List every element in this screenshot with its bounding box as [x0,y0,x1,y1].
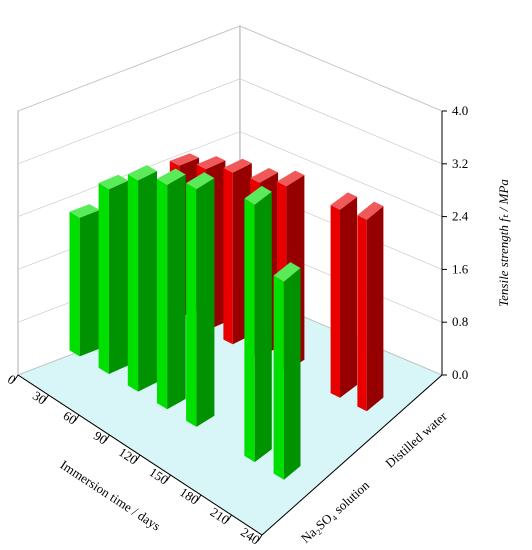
bar-front [98,183,109,374]
bar-front [223,167,233,345]
x-tick [44,394,49,402]
bar-top [223,158,252,173]
bar [330,192,358,398]
bar-front [157,178,168,410]
x-tick-label: 0 [5,371,19,387]
bar-top [250,168,279,183]
bar-top [357,201,384,220]
bar [186,172,215,427]
grid-line [17,78,443,165]
bar [273,262,301,480]
x-tick [105,434,110,442]
grid-line [17,131,443,217]
bar-top [98,174,129,190]
bar-side [366,206,384,412]
x-tick [257,534,263,542]
x-tick [166,474,171,482]
bar-front [244,198,255,463]
bar-top [196,156,226,170]
bar-front [127,174,139,392]
bar-top [186,172,215,190]
bar-side [108,180,129,374]
bar-top [169,153,200,166]
x-tick [227,514,232,522]
bar-top [127,165,157,181]
y-tick-label: 1.6 [452,261,469,276]
x-tick [135,454,141,462]
bar [127,165,157,392]
grid-line [17,25,443,112]
bar-front [330,205,340,398]
bar [157,168,186,410]
bar-front [357,215,367,412]
bar [357,201,384,412]
bar-side [167,174,186,410]
bar-front [273,275,284,480]
bar-top [157,168,186,185]
bar-side [196,178,215,427]
y-tick-label: 3.2 [452,156,468,171]
row-axis [261,374,443,536]
bar-top [244,185,272,205]
bar-side [138,171,157,392]
bar-side [340,196,358,398]
y-tick-label: 0.8 [452,314,468,329]
bar-side [79,210,100,357]
bar-side [254,191,272,463]
bar [98,174,129,374]
bar-top [273,262,301,282]
y-tick-label: 2.4 [452,209,469,224]
x-tick [196,494,202,502]
y-axis-title: Tensile strength fₜ / MPa [496,179,511,307]
y-tick-label: 4.0 [452,103,468,118]
y-tick-label: 0.0 [452,367,468,382]
x-tick [13,374,19,382]
bar-top [330,192,358,210]
x-tick [74,414,80,422]
bar [244,185,272,463]
bar-front [69,211,80,357]
bar-front [186,183,197,427]
bar-top [69,204,100,218]
bar [69,204,100,357]
x-axis-title: Immersion time / days [58,457,164,533]
bar-side [283,268,301,480]
bar-top [277,170,305,187]
